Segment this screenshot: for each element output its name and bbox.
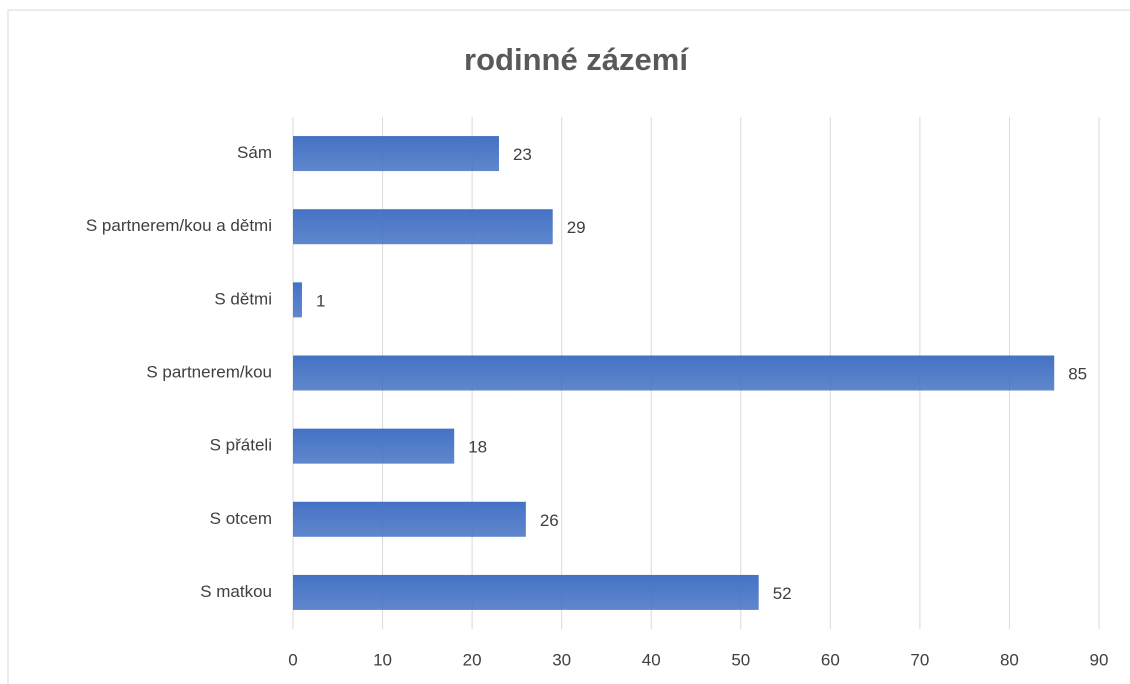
bar	[293, 501, 526, 537]
x-tick-label: 80	[1000, 650, 1019, 669]
y-tick-label: S otcem	[210, 509, 272, 528]
x-tick-label: 20	[463, 650, 482, 669]
chart-border	[7, 9, 1130, 684]
y-tick-label: S přáteli	[210, 436, 272, 455]
x-tick-label: 0	[288, 650, 297, 669]
y-tick-label: S dětmi	[214, 289, 272, 308]
x-tick-label: 30	[552, 650, 571, 669]
x-tick-label: 60	[821, 650, 840, 669]
x-tick-label: 90	[1090, 650, 1109, 669]
data-label: 85	[1068, 364, 1087, 383]
bar	[293, 355, 1055, 391]
bar	[293, 574, 759, 610]
x-tick-label: 10	[373, 650, 392, 669]
data-label: 29	[567, 218, 586, 237]
bar	[293, 209, 553, 245]
y-tick-label: S matkou	[200, 582, 272, 601]
bar	[293, 282, 302, 318]
data-label: 18	[468, 438, 487, 457]
chart-title: rodinné zázemí	[464, 42, 689, 77]
y-tick-label: Sám	[237, 143, 272, 162]
bar	[293, 136, 499, 172]
y-tick-label: S partnerem/kou	[146, 362, 272, 381]
data-label: 1	[316, 291, 325, 310]
x-tick-label: 50	[731, 650, 750, 669]
data-label: 26	[540, 511, 559, 530]
x-tick-label: 40	[642, 650, 661, 669]
data-label: 52	[773, 584, 792, 603]
bar	[293, 428, 455, 464]
x-tick-label: 70	[910, 650, 929, 669]
data-label: 23	[513, 145, 532, 164]
y-tick-label: S partnerem/kou a dětmi	[86, 216, 272, 235]
